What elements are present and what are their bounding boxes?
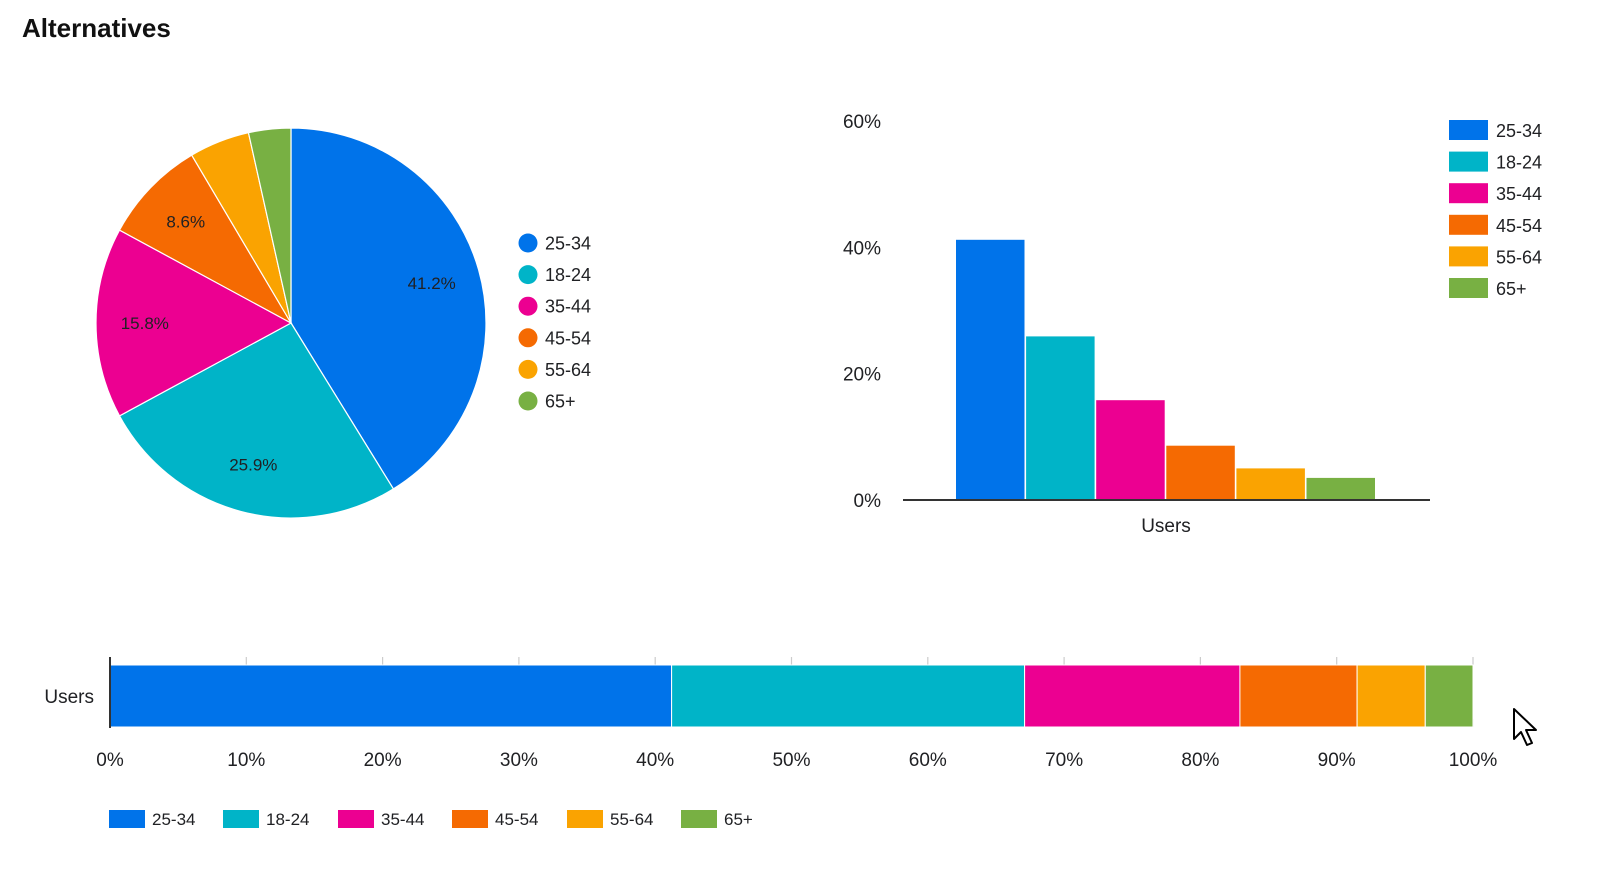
x-tick-label: 30% (500, 750, 538, 771)
x-tick-label: 40% (636, 750, 674, 771)
pie-slice-45-54 (118, 154, 293, 325)
legend-marker-25-34 (109, 810, 145, 828)
x-tick-label: 0% (96, 750, 124, 771)
column-bar-25-34 (956, 239, 1025, 501)
mouse-pointer-icon (1513, 708, 1537, 746)
legend-marker-65-plus (681, 810, 717, 828)
legend-label-45-54: 45-54 (1496, 216, 1542, 236)
legend-marker-25-34 (1449, 120, 1488, 140)
legend-marker-45-54 (518, 328, 538, 348)
x-tick-label: 20% (364, 750, 402, 771)
legend-marker-65-plus (1449, 278, 1488, 298)
x-tick-label: 90% (1318, 750, 1356, 771)
pie-slice-25-34 (290, 127, 487, 490)
legend-label-18-24: 18-24 (266, 810, 309, 829)
column-bar-45-54 (1166, 445, 1235, 500)
x-tick-label: 10% (227, 750, 265, 771)
legend-label-25-34: 25-34 (1496, 121, 1542, 141)
legend-marker-35-44 (338, 810, 374, 828)
x-tick-label: 70% (1045, 750, 1083, 771)
legend-label-45-54: 45-54 (545, 328, 591, 348)
stacked-segment-35-44 (1024, 664, 1241, 728)
y-tick-label: 40% (843, 238, 881, 259)
legend-label-35-44: 35-44 (1496, 184, 1542, 204)
column-bar-55-64 (1236, 468, 1305, 500)
y-tick-label: 20% (843, 365, 881, 386)
legend-label-55-64: 55-64 (545, 360, 591, 380)
legend-label-65-plus: 65+ (545, 392, 576, 412)
column-bar-35-44 (1096, 400, 1165, 500)
column-chart-legend: 25-34 18-24 35-44 45-54 55-64 65+ (1449, 120, 1542, 299)
legend-marker-45-54 (452, 810, 488, 828)
legend-marker-55-64 (518, 359, 538, 379)
y-tick-label: 0% (854, 491, 882, 512)
legend-marker-65-plus (518, 391, 538, 411)
y-axis-label: Users (44, 687, 94, 708)
stacked-segment-65-plus (1424, 664, 1474, 728)
legend-label-55-64: 55-64 (1496, 247, 1542, 267)
column-bar-65-plus (1306, 477, 1375, 500)
legend-label-25-34: 25-34 (152, 810, 195, 829)
legend-label-65-plus: 65+ (1496, 279, 1527, 299)
legend-label-55-64: 55-64 (610, 810, 653, 829)
stacked-segment-18-24 (671, 664, 1026, 728)
legend-label-18-24: 18-24 (1496, 153, 1542, 173)
page-title: Alternatives (22, 13, 171, 43)
legend-label-35-44: 35-44 (545, 297, 591, 317)
legend-marker-45-54 (1449, 214, 1488, 235)
stacked-segment-45-54 (1239, 664, 1358, 728)
stacked-segment-25-34 (109, 664, 673, 728)
legend-marker-18-24 (518, 265, 538, 285)
legend-marker-35-44 (1449, 183, 1488, 204)
x-tick-label: 50% (772, 750, 810, 771)
x-tick-label: 100% (1449, 750, 1498, 771)
pie-slice-label: 8.6% (166, 213, 205, 232)
x-tick-label: 60% (909, 750, 947, 771)
legend-marker-35-44 (518, 296, 538, 316)
pie-slice-label: 15.8% (121, 314, 169, 333)
legend-marker-55-64 (1449, 246, 1488, 267)
legend-label-18-24: 18-24 (545, 265, 591, 285)
pie-chart: 41.2% 25.9% 15.8% 8.6% (95, 127, 487, 519)
column-bar-18-24 (1026, 336, 1095, 500)
stacked-bar-chart: 0% 10% 20% 30% 40% 50% 60% 70% 80% 90% 100% Users (44, 657, 1497, 771)
pie-slice-label: 25.9% (229, 455, 277, 474)
legend-label-35-44: 35-44 (381, 810, 424, 829)
legend-label-45-54: 45-54 (495, 810, 538, 829)
stacked-segment-55-64 (1356, 664, 1426, 728)
legend-marker-25-34 (518, 233, 538, 253)
pie-slice-65-plus (247, 127, 292, 324)
legend-marker-18-24 (1449, 151, 1488, 172)
column-chart: 0% 20% 40% 60% Users (843, 112, 1430, 537)
legend-label-25-34: 25-34 (545, 234, 591, 254)
x-axis-label: Users (1141, 516, 1191, 537)
legend-label-65-plus: 65+ (724, 810, 753, 829)
x-tick-label: 80% (1181, 750, 1219, 771)
y-tick-label: 60% (843, 112, 881, 133)
stacked-bar-chart-legend: 25-34 18-24 35-44 45-54 55-64 65+ (109, 810, 753, 829)
pie-slice-label: 41.2% (408, 274, 456, 293)
legend-marker-18-24 (223, 810, 259, 828)
pie-slice-35-44 (95, 229, 293, 417)
pie-chart-legend: 25-34 18-24 35-44 45-54 55-64 65+ (518, 233, 591, 412)
legend-marker-55-64 (567, 810, 603, 828)
pie-slice-18-24 (118, 322, 395, 519)
